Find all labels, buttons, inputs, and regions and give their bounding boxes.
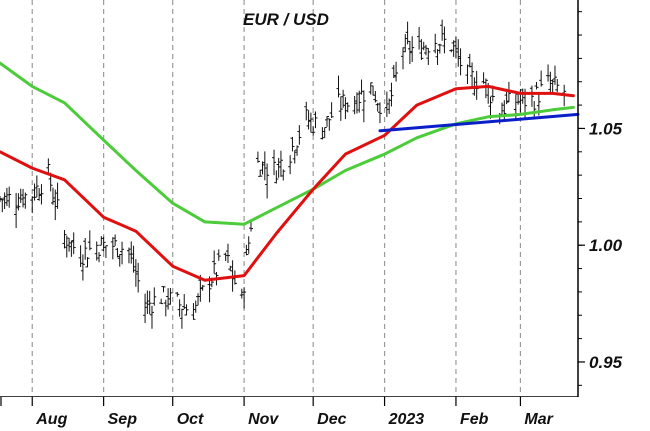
y-tick-label: 1.00 [589,236,623,255]
x-tick-label: Feb [460,411,489,428]
moving-average-lines [0,61,580,282]
y-axis-ticks: 1.05 1.00 0.95 [578,11,623,386]
long-moving-average-line [0,61,575,226]
short-moving-average-line [0,84,575,282]
x-tick-label: Aug [35,411,67,428]
x-tick-label: Mar [524,411,553,428]
x-tick-label: Nov [248,411,279,428]
plot-frame [0,0,579,431]
month-gridlines [31,0,522,397]
price-bars [0,19,567,329]
support-trendline [378,112,580,133]
x-tick-label: Dec [317,411,346,428]
x-tick-label: Oct [177,411,204,428]
x-axis-band [0,397,578,431]
chart-title: EUR / USD [243,10,329,29]
x-axis-ticks: Aug Sep Oct Nov Dec 2023 Feb Mar [0,397,554,428]
y-tick-label: 1.05 [589,119,623,138]
x-tick-label: Sep [108,411,138,428]
x-tick-label: 2023 [388,411,425,428]
y-tick-label: 0.95 [589,353,623,372]
